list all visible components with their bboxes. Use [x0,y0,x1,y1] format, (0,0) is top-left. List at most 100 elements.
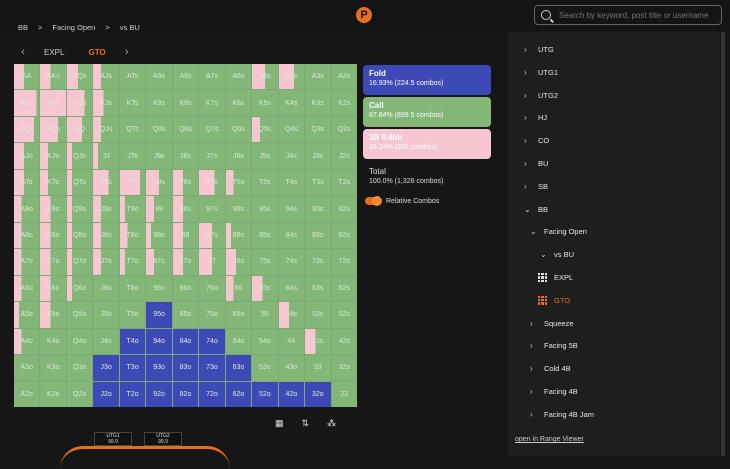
hand-cell-87o[interactable]: 87o [172,249,199,275]
hand-cell-Q7o[interactable]: Q7o [66,249,93,275]
chips-icon[interactable]: ⁂ [327,418,337,428]
hand-cell-A7s[interactable]: A7s [199,64,225,90]
hand-cell-K2o[interactable]: K2o [40,381,66,407]
tree-item-bb[interactable]: ⌄ BB [524,205,548,214]
search-input[interactable] [557,9,721,21]
chevron-right-icon[interactable]: › [530,387,533,396]
hand-cell-T4s[interactable]: T4s [278,169,305,196]
hand-cell-75s[interactable]: 75s [252,249,278,275]
hand-cell-A3s[interactable]: A3s [305,64,331,90]
hand-cell-AA[interactable]: AA [14,64,40,90]
hand-cell-K6o[interactable]: K6o [40,275,66,302]
hand-cell-QTs[interactable]: QTs [119,116,146,143]
hand-cell-44[interactable]: 44 [278,328,305,355]
seat-utg1[interactable]: UTG1 99.9 [94,432,132,446]
hand-cell-74s[interactable]: 74s [278,249,305,275]
tree-item-utg2[interactable]: › UTG2 [524,91,558,100]
chevron-right-icon[interactable]: › [524,159,527,168]
tree-item-utg[interactable]: › UTG [524,45,554,54]
hand-cell-Q9s[interactable]: Q9s [146,116,172,143]
hand-cell-J3s[interactable]: J3s [305,143,331,169]
hand-cell-Q7s[interactable]: Q7s [199,116,225,143]
hand-cell-Q9o[interactable]: Q9o [66,196,93,222]
tree-item-cold-4b[interactable]: › Cold 4B [530,364,571,373]
hand-cell-K8o[interactable]: K8o [40,222,66,249]
hand-cell-95s[interactable]: 95s [252,196,278,222]
hand-cell-K5o[interactable]: K5o [40,302,66,328]
hand-cell-K3s[interactable]: K3s [305,90,331,116]
hand-cell-T6s[interactable]: T6s [225,169,252,196]
chevron-right-icon[interactable]: › [524,136,527,146]
hand-cell-52o[interactable]: 52o [252,381,278,407]
tab-expl[interactable]: EXPL [44,47,65,57]
seat-utg2[interactable]: UTG2 99.9 [144,432,182,446]
hand-cell-K7s[interactable]: K7s [199,90,225,116]
hand-cell-93s[interactable]: 93s [305,196,331,222]
hand-cell-K4s[interactable]: K4s [278,90,305,116]
hand-cell-A4o[interactable]: A4o [14,328,40,355]
hand-cell-K5s[interactable]: K5s [252,90,278,116]
hand-cell-K3o[interactable]: K3o [40,355,66,381]
hand-cell-Q8o[interactable]: Q8o [66,222,93,249]
tree-item-gto[interactable]: GTO [538,295,570,305]
hand-cell-92s[interactable]: 92s [331,196,357,222]
hand-cell-T2o[interactable]: T2o [119,381,146,407]
hand-cell-87s[interactable]: 87s [199,222,225,249]
hand-cell-A5s[interactable]: A5s [252,64,278,90]
hand-cell-J3o[interactable]: J3o [93,355,119,381]
hand-cell-A8s[interactable]: A8s [172,64,199,90]
hand-cell-88[interactable]: 88 [172,222,199,249]
hand-cell-A2s[interactable]: A2s [331,64,357,90]
hand-cell-Q3s[interactable]: Q3s [305,116,331,143]
hand-cell-T4o[interactable]: T4o [119,328,146,355]
search-box[interactable] [534,5,722,25]
hand-cell-J9s[interactable]: J9s [146,143,172,169]
hand-cell-AQs[interactable]: AQs [66,64,93,90]
hand-cell-AKo[interactable]: AKo [14,90,40,116]
hand-cell-A3o[interactable]: A3o [14,355,40,381]
hand-cell-KJo[interactable]: KJo [40,143,66,169]
tree-item-expl[interactable]: EXPL [538,273,573,282]
hand-cell-98o[interactable]: 98o [146,222,172,249]
chevron-right-icon[interactable]: › [524,113,527,123]
hand-cell-54o[interactable]: 54o [252,328,278,355]
hand-cell-Q8s[interactable]: Q8s [172,116,199,143]
tree-item-vs-bu[interactable]: ⌄ vs BU [540,250,574,259]
hand-cell-62s[interactable]: 62s [331,275,357,302]
hand-cell-92o[interactable]: 92o [146,381,172,407]
hand-cell-83o[interactable]: 83o [172,355,199,381]
table-icon[interactable]: ▦ [275,418,284,428]
hand-cell-K9s[interactable]: K9s [146,90,172,116]
hand-cell-KTo[interactable]: KTo [40,169,66,196]
hand-cell-72o[interactable]: 72o [199,381,225,407]
hand-cell-T7o[interactable]: T7o [119,249,146,275]
hand-cell-Q4s[interactable]: Q4s [278,116,305,143]
tree-item-facing-open[interactable]: ⌄ Facing Open [530,227,587,236]
hand-cell-KTs[interactable]: KTs [119,90,146,116]
hand-cell-J4s[interactable]: J4s [278,143,305,169]
hand-cell-T9s[interactable]: T9s [146,169,172,196]
hand-cell-74o[interactable]: 74o [199,328,225,355]
hand-cell-76o[interactable]: 76o [199,275,225,302]
hand-cell-52s[interactable]: 52s [331,302,357,328]
hand-cell-97o[interactable]: 97o [146,249,172,275]
hand-cell-99[interactable]: 99 [146,196,172,222]
hand-cell-86s[interactable]: 86s [225,222,252,249]
tree-item-squeeze[interactable]: › Squeeze [530,319,574,328]
hand-cell-A5o[interactable]: A5o [14,302,40,328]
hand-cell-96s[interactable]: 96s [225,196,252,222]
hand-cell-A9o[interactable]: A9o [14,196,40,222]
hand-cell-ATs[interactable]: ATs [119,64,146,90]
hand-cell-J9o[interactable]: J9o [93,196,119,222]
hand-cell-J4o[interactable]: J4o [93,328,119,355]
tree-item-utg1[interactable]: › UTG1 [524,68,558,77]
breadcrumb-item-vs-bu[interactable]: vs BU [119,23,140,32]
hand-cell-A2o[interactable]: A2o [14,381,40,407]
hand-cell-65s[interactable]: 65s [252,275,278,302]
hand-cell-K4o[interactable]: K4o [40,328,66,355]
sidebar-scrollbar[interactable] [721,32,725,456]
hand-cell-A6s[interactable]: A6s [225,64,252,90]
chevron-right-icon[interactable]: › [530,364,533,374]
hand-cell-QJs[interactable]: QJs [93,116,119,143]
hand-cell-J6s[interactable]: J6s [225,143,252,169]
